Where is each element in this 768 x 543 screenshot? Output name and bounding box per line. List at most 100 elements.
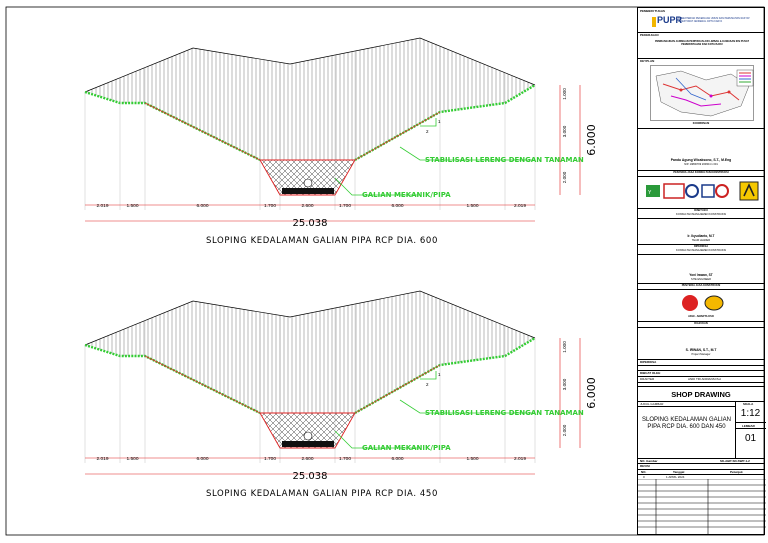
partner-logos-icon: Y — [646, 181, 759, 201]
rev-header-tanggal: Tanggal — [673, 470, 685, 474]
partner-logos: Y — [644, 180, 762, 202]
dim-right-0: 1.000 — [562, 88, 567, 100]
dim-bottom-8: 2.019 — [514, 456, 526, 462]
rev-header-no: NO. — [641, 470, 647, 474]
revisi-label: REVISI — [640, 464, 650, 468]
approver2-name: Ir. Ikyudianto, M.T — [687, 234, 715, 238]
dim-total: 25.038 — [293, 471, 328, 482]
approver2-title: TEAM LEADER — [691, 239, 711, 242]
dim-bottom-3: 1.700 — [264, 456, 276, 462]
dim-bottom-4: 2.600 — [301, 203, 313, 209]
skala-label: SKALA — [743, 402, 754, 406]
pipe — [303, 178, 313, 188]
pekerjaan-label: PEKERJAAN — [640, 33, 659, 37]
section-drawing-dia-450: 2.019 1.500 6.000 1.700 2.600 1.700 6.000 1.500… — [84, 290, 598, 482]
label-stabilisasi: STABILISASI LERENG DENGAN TANAMAN — [425, 156, 584, 164]
pekerjaan-text: PEMBANGUNAN JARINGAN PERPIPAAN AIR LIMBA… — [654, 40, 750, 47]
pipe — [303, 431, 313, 441]
diperiksa-label: DIPERIKSA — [693, 245, 709, 248]
dim-bottom-5: 1.700 — [339, 203, 351, 209]
dim-bottom-6: 6.000 — [391, 203, 403, 209]
pipe-bedding — [282, 188, 334, 194]
dim-right-1: 3.000 — [562, 378, 567, 390]
scale-value: 1:12 — [740, 408, 761, 419]
pupr-logo: PUPR — [652, 15, 682, 27]
existing-ground-line — [84, 37, 536, 93]
contractor-logos — [678, 292, 728, 314]
pupr-logo-text: PUPR — [657, 15, 683, 25]
slope-ratio-h: 2 — [426, 129, 429, 134]
rev-row-tanggal: 1 APRIL 2024 — [666, 475, 685, 479]
approver3-title: SITE ENGINEER — [690, 278, 712, 281]
approver4-title: Project Manager — [691, 353, 711, 356]
dim-right-2: 2.000 — [562, 171, 567, 183]
dibuat-label: DIBUAT OLEH — [640, 371, 661, 375]
dim-bottom-0: 2.019 — [96, 203, 108, 209]
left-slope-planting — [84, 90, 261, 162]
pemberi-tugas-label: PEMBERI TUGAS — [640, 9, 666, 13]
dim-right-2: 2.000 — [562, 424, 567, 436]
pipe-bedding — [282, 441, 334, 447]
title-block: PEMBERI TUGAS PUPR KEMENTERIAN PEKERJAAN… — [637, 7, 766, 535]
slope-ratio-v: 1 — [438, 119, 441, 124]
pupr-logo-icon — [652, 17, 656, 27]
left-slope-planting — [84, 343, 261, 415]
keyplan-map-icon — [655, 69, 754, 117]
dim-height-total: 6.000 — [585, 124, 598, 156]
keyplan-caption: KOORDINASI — [692, 122, 710, 125]
leader-stabilisasi — [399, 399, 535, 414]
dim-bottom-6: 6.000 — [391, 456, 403, 462]
drafter-label: DRAFTER — [640, 377, 655, 381]
drawing-caption-600: SLOPING KEDALAMAN GALIAN PIPA RCP DIA. 6… — [206, 236, 438, 246]
drafter-name: ANDI TRI ADRIANSYAH — [688, 377, 721, 381]
approver1-id: NIP. 19800709 200604 1 001 — [684, 163, 718, 166]
drawing-caption-450: SLOPING KEDALAMAN GALIAN PIPA RCP DIA. 4… — [206, 489, 438, 499]
disetujui-label: DISETUJUI — [694, 209, 708, 212]
dim-bottom-8: 2.019 — [514, 203, 526, 209]
judul-gambar-label: JUDUL GAMBAR — [640, 402, 664, 406]
leader-galian — [334, 177, 420, 196]
leader-stabilisasi — [399, 146, 535, 161]
dim-total: 25.038 — [293, 218, 328, 229]
slope-ratio-triangle — [420, 118, 437, 127]
slope-ratio-h: 2 — [426, 382, 429, 387]
dim-bottom-4: 2.600 — [301, 456, 313, 462]
contractor-name: ADHI - AMARTA KSO — [688, 315, 714, 318]
rev-table-lines — [638, 469, 766, 535]
approver4-name: S. IRWAN, S.T., M.T — [685, 348, 717, 352]
contractor-logos-icon — [682, 295, 724, 311]
ministry-text: KEMENTERIAN PEKERJAAN UMUM DAN PERUMAHAN… — [678, 17, 750, 23]
dim-bottom-7: 1.500 — [466, 456, 478, 462]
dim-bottom-7: 1.500 — [466, 203, 478, 209]
consultant-role: KONSULTAN MANAJEMEN KONSTRUKSI — [675, 213, 727, 216]
dim-bottom-2: 6.000 — [196, 456, 208, 462]
diajukan-label: DIAJUKAN — [694, 322, 708, 325]
dim-bottom-0: 2.019 — [96, 456, 108, 462]
dim-bottom-1: 1.500 — [126, 456, 138, 462]
approver3-name: Yoni Irawan, ST — [689, 273, 713, 277]
approver1-name: Pandu Agung Wicaksono, S.T., M.Eng — [670, 158, 732, 162]
drawing-title-text: SLOPING KEDALAMAN GALIAN PIPA RCP DIA. 6… — [641, 417, 732, 430]
existing-ground-line — [84, 290, 536, 346]
svg-text:Y: Y — [648, 190, 652, 196]
keyplan-map — [650, 65, 754, 121]
rev-table-grid — [638, 469, 766, 535]
dim-right-0: 1.000 — [562, 341, 567, 353]
approver1-role: PENYEDIA JASA KONSULTAN KONSTRUKSI — [673, 171, 729, 174]
slope-ratio-v: 1 — [438, 372, 441, 377]
no-gambar-label: NO. Gambar — [640, 459, 658, 463]
leader-galian — [334, 430, 420, 449]
dim-right-1: 3.000 — [562, 125, 567, 137]
rev-header-petunjuk: Petunjuk — [730, 470, 743, 474]
contractor-role: PENYEDIA JASA KONSTRUKSI — [681, 284, 721, 287]
diperiksa2-label: DIPERIKSA — [640, 360, 657, 364]
lembar-label: LEMBAR — [742, 424, 755, 428]
keyplan-label: KEYPLAN — [640, 59, 655, 63]
label-galian: GALIAN MEKANIK/PIPA — [362, 444, 451, 452]
consultant-role2: KONSULTAN MANAJEMEN KONSTRUKSI — [675, 249, 727, 252]
section-drawing-dia-600: 2.019 1.500 6.000 1.700 2.600 1.700 6.000 1.500… — [84, 37, 598, 229]
rev-row-no: 0 — [643, 475, 645, 479]
dim-bottom-2: 6.000 — [196, 203, 208, 209]
no-gambar-value: SK-ABP-SD-SWP-1-2 — [720, 459, 750, 463]
